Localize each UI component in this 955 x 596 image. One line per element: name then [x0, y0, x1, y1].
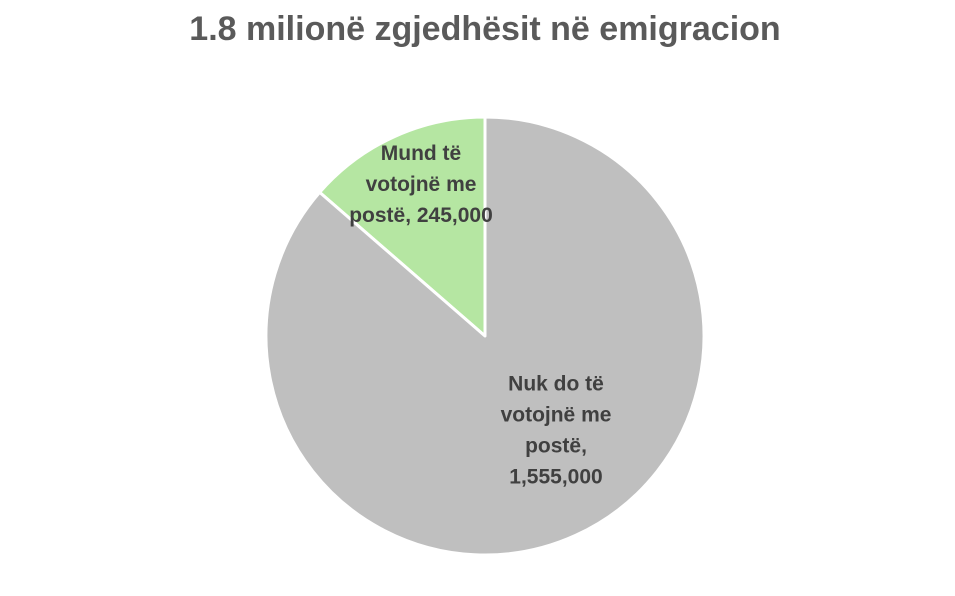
slice-label-0-line-0: Mund të: [381, 142, 461, 165]
slice-label-1-line-1: votojnë me: [501, 404, 612, 427]
slice-label-1-line-0: Nuk do të: [508, 373, 604, 396]
slice-label-0: Mund të votojnë me postë, 245,000: [349, 142, 493, 227]
pie-slices: [264, 115, 706, 557]
pie-slice-0: [318, 115, 487, 338]
chart-title: 1.8 milionë zgjedhësit në emigracion: [189, 10, 781, 48]
slice-label-1: Nuk do të votojnë me postë, 1,555,000: [501, 373, 612, 489]
slice-label-1-line-2: postë,: [525, 435, 587, 458]
slice-label-0-line-1: votojnë me: [366, 173, 477, 196]
pie-slice-1: [264, 115, 706, 557]
slice-label-1-line-3: 1,555,000: [509, 466, 602, 489]
slice-label-0-line-2: postë, 245,000: [349, 204, 493, 227]
pie-labels: Mund të votojnë me postë, 245,000 Nuk do të…: [349, 142, 611, 489]
